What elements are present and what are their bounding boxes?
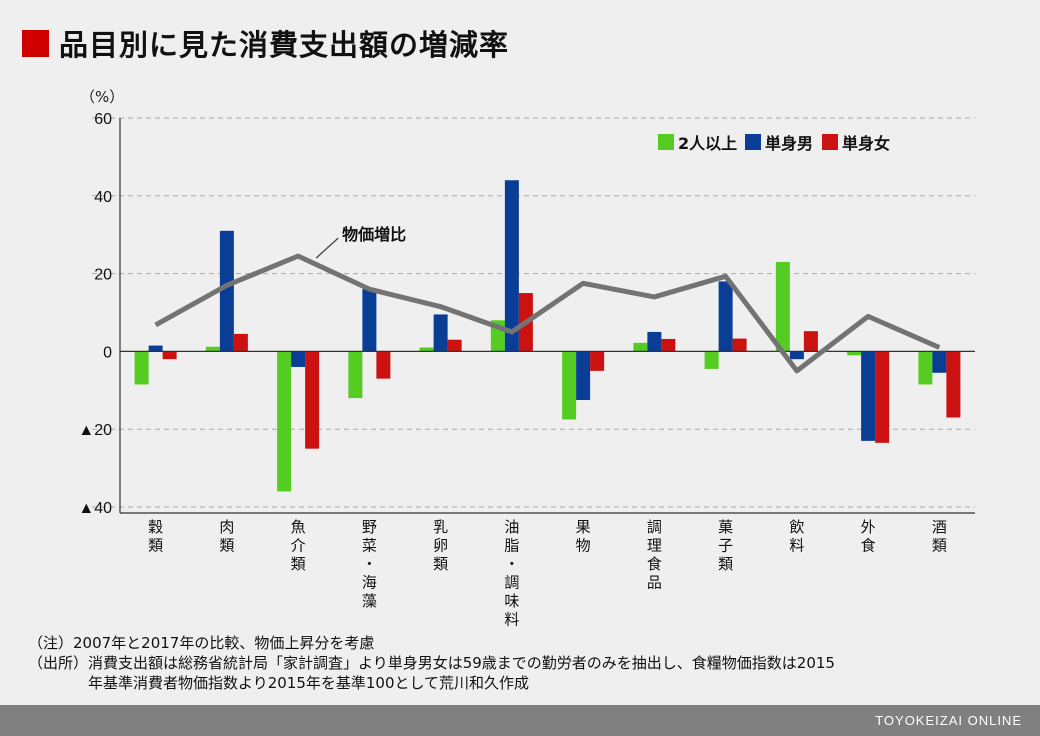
x-category-label: 料 — [504, 611, 519, 629]
bar — [134, 351, 149, 385]
x-category-label: 外 — [861, 518, 876, 536]
bar — [732, 338, 747, 352]
bar — [590, 351, 605, 371]
y-tick-label: 40 — [94, 189, 112, 206]
x-category-label: 調 — [504, 574, 519, 592]
bar — [946, 351, 961, 418]
bar — [803, 331, 818, 352]
x-category-label: 介 — [291, 537, 306, 555]
x-category-label: 卵 — [433, 537, 448, 555]
bar — [661, 338, 676, 352]
x-category-label: 品 — [647, 574, 662, 592]
x-category-label: ・ — [362, 555, 377, 573]
x-category-label: 類 — [718, 555, 733, 573]
x-category-label: 菜 — [362, 537, 377, 555]
x-category-label: 肉 — [219, 518, 234, 536]
bar — [647, 331, 662, 352]
y-tick-label: ▲40 — [78, 500, 112, 517]
x-category-label: 味 — [504, 592, 519, 610]
y-tick-label: 0 — [103, 344, 112, 361]
bar — [362, 289, 377, 352]
footer-brand: TOYOKEIZAI ONLINE — [875, 713, 1022, 728]
bar — [504, 180, 519, 352]
legend-swatch — [822, 134, 838, 150]
x-category-label: 酒 — [932, 518, 947, 536]
y-tick-label: 20 — [94, 267, 112, 284]
x-category-label: 類 — [433, 555, 448, 573]
legend-swatch — [658, 134, 674, 150]
line-series-label: 物価増比 — [342, 225, 406, 244]
x-category-label: 類 — [148, 537, 163, 555]
x-category-label: 脂 — [504, 537, 519, 555]
bar — [562, 351, 577, 420]
x-category-label: 類 — [932, 537, 947, 555]
x-category-label: 料 — [789, 537, 804, 555]
y-tick-label: ▲20 — [78, 422, 112, 439]
x-category-label: 子 — [718, 537, 733, 555]
note-2-line-1: （出所）消費支出額は総務省統計局「家計調査」より単身男女は59歳までの勤労者のみ… — [28, 654, 835, 672]
bar — [704, 351, 719, 369]
bar — [861, 351, 876, 441]
bar — [148, 345, 163, 352]
legend-label: 単身女 — [842, 134, 890, 153]
x-category-label: ・ — [504, 555, 519, 573]
bar — [875, 351, 890, 443]
title-block: 品目別に見た消費支出額の増減率 — [22, 22, 509, 64]
y-unit-label: （%） — [80, 88, 124, 106]
line-label-leader — [315, 237, 339, 259]
bar — [419, 347, 434, 352]
bar — [718, 281, 733, 352]
bar — [932, 351, 947, 373]
note-2-line-2: 年基準消費者物価指数より2015年を基準100として荒川和久作成 — [88, 674, 530, 692]
x-category-label: 食 — [647, 555, 662, 573]
x-category-label: 食 — [861, 537, 876, 555]
bar — [291, 351, 306, 367]
x-category-label: 類 — [291, 555, 306, 573]
bar — [219, 230, 234, 352]
bar — [277, 351, 292, 492]
x-category-label: 調 — [647, 518, 662, 536]
bar — [775, 261, 790, 352]
x-category-label: 藻 — [362, 592, 377, 610]
x-category-label: 海 — [362, 574, 377, 592]
bar — [576, 351, 591, 401]
bar — [433, 314, 448, 352]
bar — [162, 351, 177, 360]
title-marker — [22, 29, 49, 57]
footer-bar: TOYOKEIZAI ONLINE — [0, 705, 1040, 736]
x-category-label: 魚 — [291, 518, 306, 536]
bar — [205, 346, 220, 352]
note-1: （注）2007年と2017年の比較、物価上昇分を考慮 — [28, 634, 375, 652]
price-line — [154, 253, 941, 374]
notes: （注）2007年と2017年の比較、物価上昇分を考慮 （出所）消費支出額は総務省… — [28, 633, 835, 693]
bar — [789, 351, 804, 360]
x-category-label: 菓 — [718, 518, 733, 536]
y-tick-label: 60 — [94, 111, 112, 128]
bar — [305, 351, 320, 449]
bar — [233, 333, 248, 352]
x-category-label: 穀 — [148, 518, 163, 536]
bar — [376, 351, 391, 379]
x-category-label: 物 — [576, 537, 591, 555]
x-category-label: 野 — [362, 518, 377, 536]
x-category-label: 乳 — [433, 518, 448, 536]
x-category-label: 油 — [504, 518, 519, 536]
bar — [847, 351, 862, 356]
legend-swatch — [745, 134, 761, 150]
bar — [447, 339, 462, 352]
chart: （%）6040200▲20▲40物価増比穀類肉類魚介類野菜・海藻乳卵類油脂・調味… — [78, 88, 975, 629]
x-category-label: 理 — [647, 537, 662, 555]
legend-label: 2人以上 — [678, 134, 737, 153]
bar — [918, 351, 933, 385]
bar — [348, 351, 363, 399]
x-category-label: 類 — [219, 537, 234, 555]
legend-label: 単身男 — [765, 134, 813, 153]
x-category-label: 飲 — [789, 518, 804, 536]
x-category-label: 果 — [576, 518, 591, 536]
page-title: 品目別に見た消費支出額の増減率 — [59, 28, 510, 62]
bar — [633, 342, 648, 352]
